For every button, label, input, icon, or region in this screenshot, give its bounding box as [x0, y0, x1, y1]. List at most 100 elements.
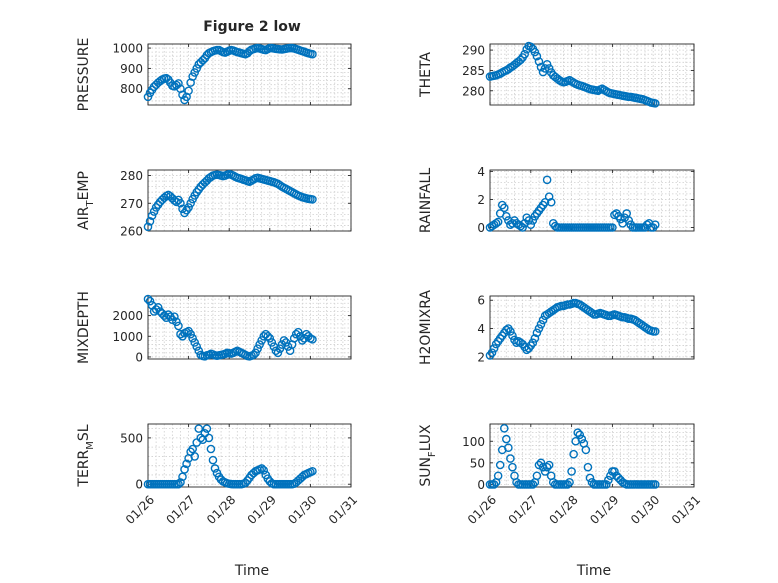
y-tick-label: 285	[462, 64, 485, 78]
data-point	[544, 64, 554, 73]
data-point	[616, 214, 625, 224]
data-point	[506, 327, 515, 336]
data-point	[184, 203, 193, 212]
data-point	[650, 99, 660, 108]
x-tick-label: 01/26	[465, 493, 499, 527]
data-point	[253, 344, 262, 353]
data-point	[147, 211, 157, 221]
y-tick-label: 100	[462, 435, 485, 449]
data-point	[650, 327, 660, 336]
data-point	[581, 445, 591, 455]
data-point	[534, 324, 544, 333]
data-point	[542, 462, 552, 472]
data-point	[293, 327, 303, 337]
axes-box	[147, 295, 352, 360]
data-point	[172, 197, 181, 207]
y-tick-label: 0	[135, 350, 143, 364]
axes-box	[147, 43, 352, 106]
data-point	[180, 465, 189, 474]
data-point	[610, 467, 619, 476]
data-point	[204, 433, 214, 443]
data-point	[550, 221, 560, 231]
data-point	[540, 467, 550, 476]
data-point	[151, 305, 161, 314]
data-point	[186, 198, 195, 208]
panel-rainfall: 0 2 4 RAINFALL	[418, 165, 695, 235]
data-point	[601, 480, 611, 489]
figure-title: Figure 2 low	[203, 19, 301, 35]
data-point	[308, 195, 317, 204]
data-point	[563, 480, 572, 489]
data-point	[263, 331, 273, 341]
data-point	[261, 329, 271, 339]
data-point	[145, 216, 155, 226]
data-point	[534, 460, 544, 470]
panel-pressure: 800 900 1000 PRESSURE	[76, 38, 352, 112]
data-point	[265, 334, 275, 343]
data-point	[194, 346, 204, 356]
data-point	[267, 338, 277, 347]
data-point	[174, 479, 183, 489]
data-point	[573, 428, 583, 437]
data-point	[190, 68, 199, 77]
data-point	[567, 467, 576, 476]
y-tick-label: 2000	[112, 309, 143, 323]
y-tick-label: 900	[120, 62, 143, 76]
y-axis-label: RAINFALL	[418, 168, 434, 233]
panel-sun-flux: 0 50 100 SUNFLUX 01/26 01/27 01/28 01/29 01/30 01…	[418, 423, 703, 527]
data-point	[538, 315, 548, 325]
data-point	[190, 338, 199, 347]
data-point	[528, 216, 538, 225]
data-point	[174, 79, 183, 88]
x-tick-label: 01/29	[245, 493, 279, 527]
axes-box	[147, 423, 352, 488]
data-point	[532, 328, 542, 338]
y-axis-label: AIRTEMP	[76, 171, 96, 230]
x-tick-label: 01/31	[326, 493, 360, 527]
y-tick-label: 260	[120, 225, 143, 239]
data-point	[569, 449, 578, 459]
data-point	[159, 311, 169, 320]
data-point	[273, 348, 283, 358]
y-axis-label: TERRMSL	[76, 424, 96, 487]
y-tick-label: 0	[477, 478, 485, 492]
data-point	[610, 210, 619, 220]
data-point	[174, 321, 183, 331]
data-point	[520, 49, 529, 59]
y-tick-label: 280	[120, 169, 143, 183]
data-point	[143, 222, 153, 232]
y-axis-label: H2OMIXRA	[418, 290, 434, 365]
x-axis-label-right: Time	[576, 563, 611, 579]
data-point	[524, 216, 534, 225]
data-point	[518, 223, 527, 232]
data-point	[575, 430, 585, 440]
data-point	[202, 424, 212, 433]
y-tick-label: 800	[120, 82, 143, 96]
x-tick-label: 01/30	[628, 493, 662, 527]
data-point	[544, 460, 554, 470]
data-point	[650, 480, 660, 489]
y-axis-label: PRESSURE	[76, 38, 92, 112]
data-point	[502, 211, 511, 221]
x-tick-label: 01/28	[204, 493, 238, 527]
data-point	[585, 473, 595, 483]
data-point	[275, 344, 285, 353]
data-point	[604, 475, 613, 485]
data-point	[502, 325, 511, 335]
data-point	[188, 334, 197, 343]
data-point	[192, 64, 202, 73]
y-axis-label: MIXDEPTH	[76, 291, 92, 364]
y-tick-label: 0	[477, 221, 485, 235]
y-tick-label: 4	[477, 322, 485, 336]
y-tick-label: 280	[462, 84, 485, 98]
data-point	[188, 72, 197, 81]
data-point	[283, 342, 293, 351]
data-point	[587, 308, 597, 318]
data-point	[493, 471, 503, 481]
y-tick-label: 290	[462, 44, 485, 58]
panel-h2omixra: 2 4 6 H2OMIXRA	[418, 290, 695, 365]
data-point	[143, 294, 153, 304]
data-point	[186, 329, 195, 339]
data-point	[300, 334, 309, 343]
